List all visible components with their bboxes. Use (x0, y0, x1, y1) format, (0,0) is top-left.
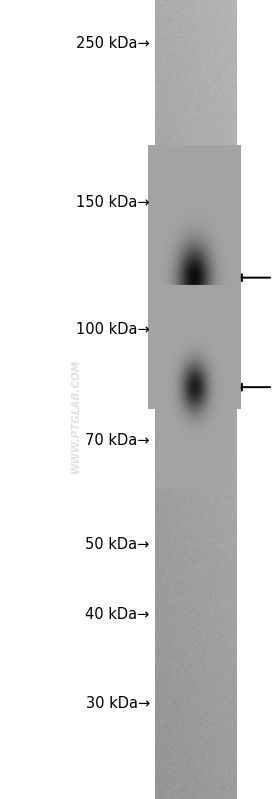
Text: 50 kDa→: 50 kDa→ (85, 538, 150, 552)
Text: WWW.PTGLAB.COM: WWW.PTGLAB.COM (71, 359, 81, 472)
Text: 150 kDa→: 150 kDa→ (76, 196, 150, 210)
Text: 40 kDa→: 40 kDa→ (85, 607, 150, 622)
Text: 30 kDa→: 30 kDa→ (86, 697, 150, 711)
Text: 70 kDa→: 70 kDa→ (85, 433, 150, 447)
Text: 250 kDa→: 250 kDa→ (76, 37, 150, 51)
Text: 100 kDa→: 100 kDa→ (76, 322, 150, 336)
